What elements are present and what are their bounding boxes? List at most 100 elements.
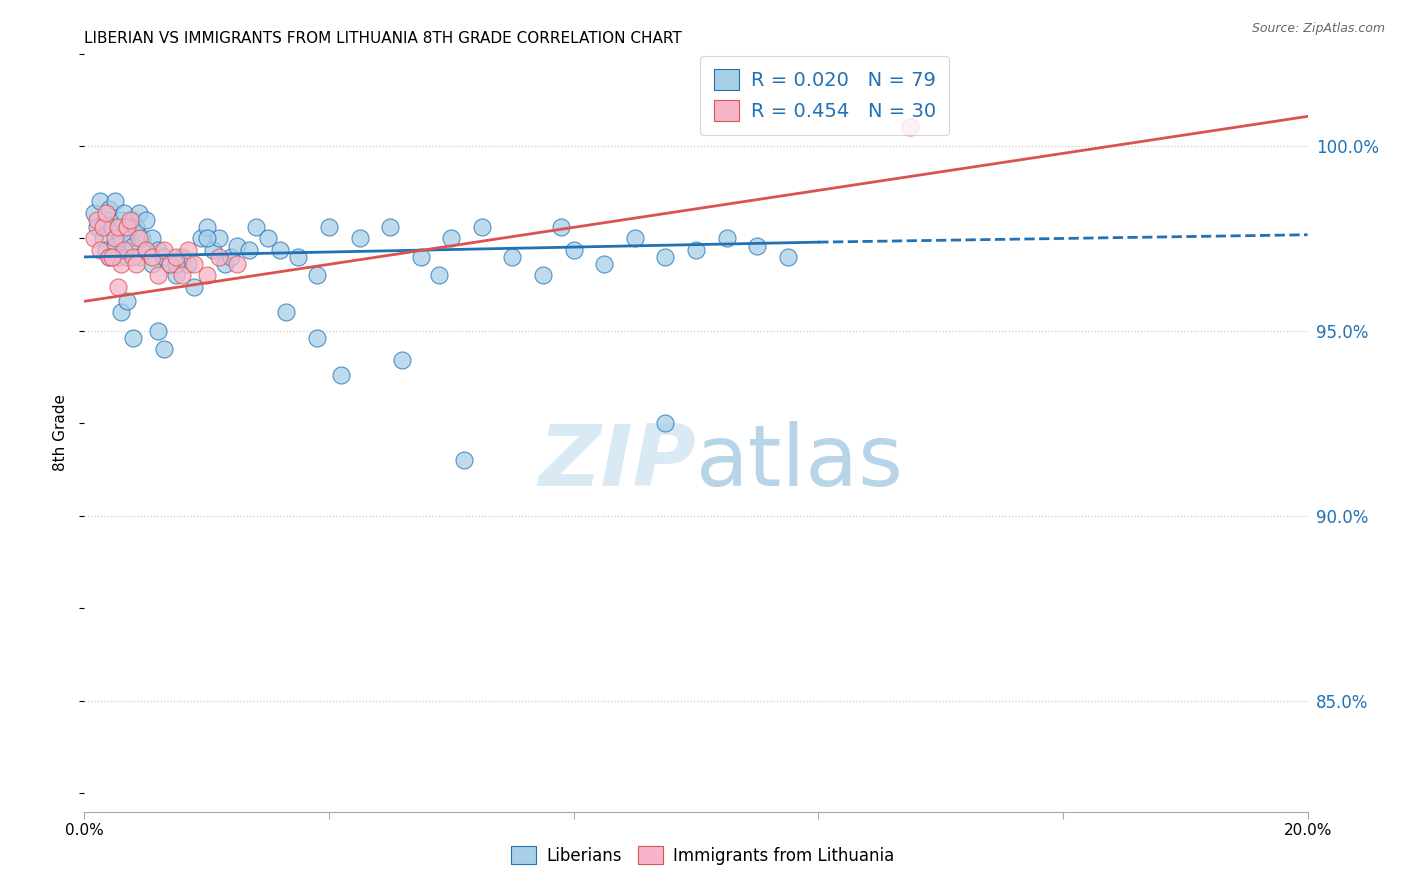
Point bbox=[110, 257, 132, 271]
Point bbox=[122, 213, 145, 227]
Point bbox=[201, 243, 224, 257]
Point bbox=[110, 305, 132, 319]
Point bbox=[135, 213, 157, 227]
Point bbox=[153, 250, 176, 264]
Point bbox=[101, 250, 124, 264]
Point bbox=[380, 220, 402, 235]
Point bbox=[624, 231, 647, 245]
Point bbox=[593, 257, 616, 271]
Point bbox=[562, 243, 585, 257]
Point bbox=[409, 250, 432, 264]
Point bbox=[716, 231, 738, 245]
Point bbox=[214, 257, 236, 271]
Point bbox=[305, 331, 328, 345]
Point bbox=[141, 231, 163, 245]
Point bbox=[91, 231, 114, 245]
Point bbox=[165, 268, 187, 283]
Point bbox=[776, 250, 799, 264]
Point bbox=[183, 257, 205, 271]
Point bbox=[146, 324, 169, 338]
Point bbox=[172, 268, 194, 283]
Point bbox=[898, 120, 921, 135]
Point bbox=[146, 268, 169, 283]
Point bbox=[94, 243, 117, 257]
Point bbox=[115, 220, 138, 235]
Point bbox=[269, 243, 291, 257]
Point bbox=[125, 220, 148, 235]
Point bbox=[440, 231, 463, 245]
Point bbox=[94, 205, 117, 219]
Point bbox=[245, 220, 267, 235]
Point bbox=[112, 205, 135, 219]
Point bbox=[159, 257, 181, 271]
Point bbox=[165, 257, 187, 271]
Point bbox=[115, 250, 138, 264]
Point bbox=[654, 250, 676, 264]
Point bbox=[94, 213, 117, 227]
Text: 0.0%: 0.0% bbox=[65, 822, 104, 838]
Point bbox=[391, 353, 413, 368]
Point bbox=[86, 220, 108, 235]
Text: 20.0%: 20.0% bbox=[1284, 822, 1331, 838]
Point bbox=[287, 250, 309, 264]
Point bbox=[122, 239, 145, 253]
Point bbox=[128, 231, 150, 245]
Point bbox=[471, 220, 494, 235]
Point bbox=[177, 257, 200, 271]
Point bbox=[128, 205, 150, 219]
Point bbox=[146, 243, 169, 257]
Point bbox=[349, 231, 371, 245]
Point bbox=[89, 194, 111, 209]
Point bbox=[238, 243, 260, 257]
Point bbox=[97, 250, 120, 264]
Point bbox=[125, 257, 148, 271]
Point bbox=[208, 250, 231, 264]
Point bbox=[141, 257, 163, 271]
Point bbox=[104, 194, 127, 209]
Point bbox=[135, 243, 157, 257]
Point bbox=[183, 279, 205, 293]
Point bbox=[195, 268, 218, 283]
Point bbox=[330, 368, 353, 383]
Point bbox=[86, 213, 108, 227]
Y-axis label: 8th Grade: 8th Grade bbox=[53, 394, 69, 471]
Point bbox=[107, 220, 129, 235]
Point bbox=[195, 220, 218, 235]
Point bbox=[172, 250, 194, 264]
Point bbox=[318, 220, 340, 235]
Point bbox=[110, 213, 132, 227]
Point bbox=[502, 250, 524, 264]
Point bbox=[104, 231, 127, 245]
Point bbox=[104, 239, 127, 253]
Point bbox=[305, 268, 328, 283]
Point bbox=[453, 453, 475, 467]
Point bbox=[177, 243, 200, 257]
Point bbox=[257, 231, 280, 245]
Point bbox=[153, 243, 176, 257]
Point bbox=[107, 250, 129, 264]
Point bbox=[195, 231, 218, 245]
Point bbox=[101, 220, 124, 235]
Point bbox=[112, 243, 135, 257]
Legend: Liberians, Immigrants from Lithuania: Liberians, Immigrants from Lithuania bbox=[503, 838, 903, 873]
Point bbox=[97, 202, 120, 216]
Text: atlas: atlas bbox=[696, 421, 904, 505]
Point bbox=[190, 231, 212, 245]
Point bbox=[219, 250, 242, 264]
Point bbox=[131, 231, 153, 245]
Point bbox=[91, 220, 114, 235]
Text: ZIP: ZIP bbox=[538, 421, 696, 505]
Point bbox=[110, 231, 132, 245]
Point bbox=[153, 343, 176, 357]
Point bbox=[165, 250, 187, 264]
Point bbox=[208, 231, 231, 245]
Point bbox=[685, 243, 707, 257]
Point bbox=[97, 250, 120, 264]
Point bbox=[120, 231, 142, 245]
Point bbox=[550, 220, 572, 235]
Point bbox=[747, 239, 769, 253]
Point bbox=[107, 279, 129, 293]
Point bbox=[135, 243, 157, 257]
Point bbox=[226, 239, 249, 253]
Point bbox=[115, 294, 138, 309]
